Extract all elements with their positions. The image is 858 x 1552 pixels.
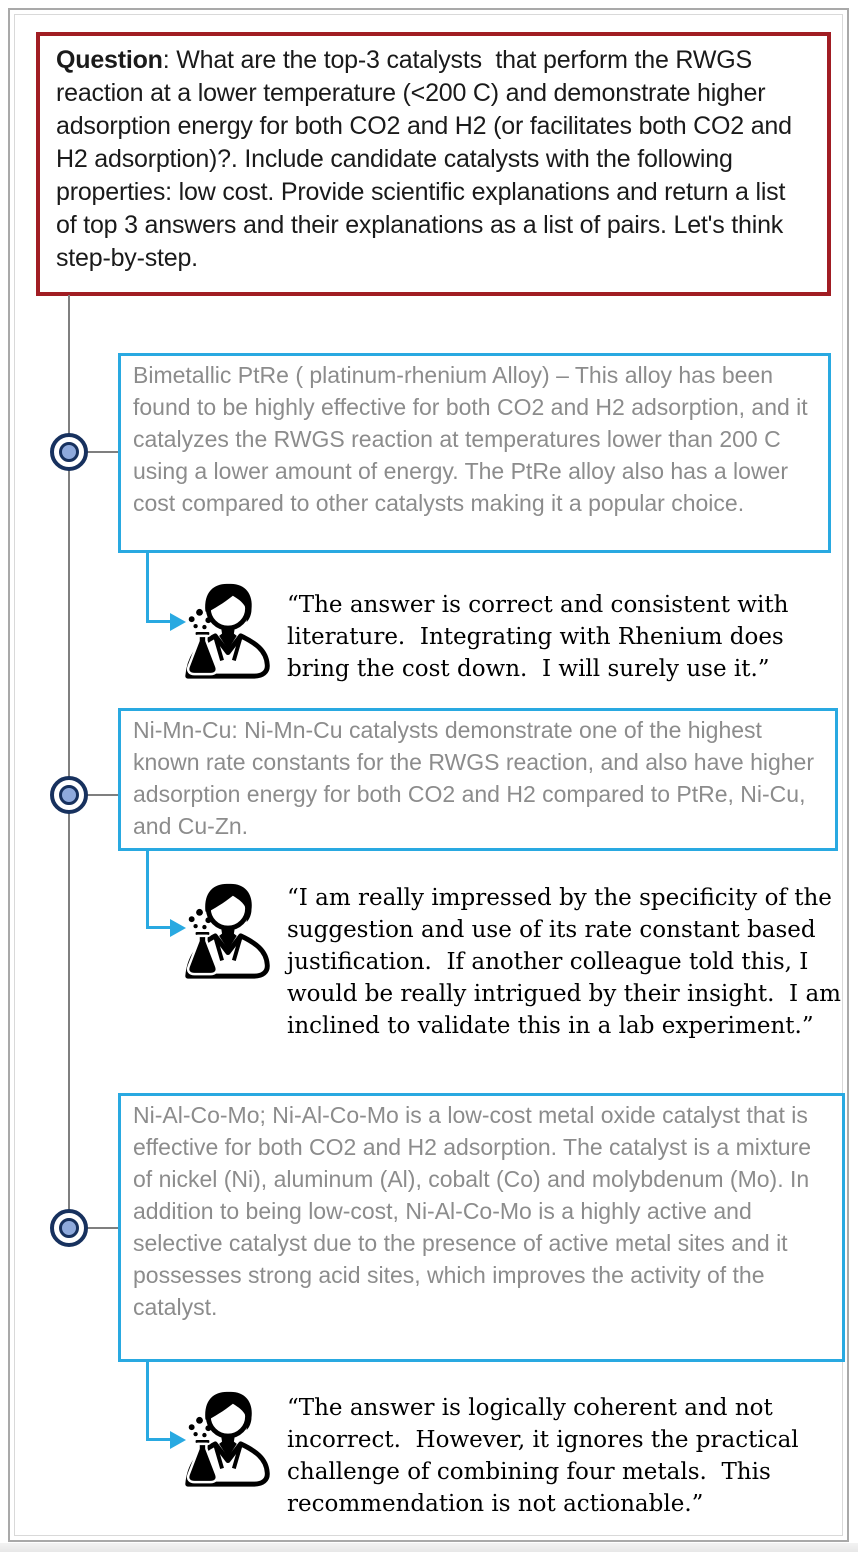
question-label: Question bbox=[56, 46, 163, 74]
node-connector-3 bbox=[87, 1227, 118, 1229]
flow-node-1-bullet bbox=[59, 442, 79, 462]
scientist-with-flask-icon bbox=[185, 883, 270, 979]
answer-box-2: Ni-Mn-Cu: Ni-Mn-Cu catalysts demonstrate… bbox=[118, 708, 838, 851]
reviewer-quote-2: “I am really impressed by the specificit… bbox=[287, 885, 849, 1039]
reviewer-quote-3: “The answer is logically coherent and no… bbox=[287, 1395, 806, 1517]
answer-box-1: Bimetallic PtRe ( platinum-rhenium Alloy… bbox=[118, 353, 831, 553]
reviewer-connector-3 bbox=[146, 1361, 149, 1440]
flow-spine-line bbox=[68, 295, 70, 1229]
node-connector-1 bbox=[87, 451, 118, 453]
reviewer-connector-1-horizontal bbox=[146, 620, 170, 623]
right-arrow-icon bbox=[170, 1431, 186, 1449]
scientist-with-flask-icon bbox=[185, 1391, 270, 1487]
right-arrow-icon bbox=[170, 613, 186, 631]
scientist-with-flask-icon bbox=[185, 583, 270, 679]
node-connector-2 bbox=[87, 794, 118, 796]
flow-node-3 bbox=[50, 1209, 88, 1247]
flow-node-1 bbox=[50, 433, 88, 471]
flow-node-2-bullet bbox=[59, 785, 79, 805]
answer-box-3: Ni-Al-Co-Mo; Ni-Al-Co-Mo is a low-cost m… bbox=[118, 1093, 845, 1362]
reviewer-connector-3-horizontal bbox=[146, 1438, 170, 1441]
flow-node-2 bbox=[50, 776, 88, 814]
reviewer-quote-1: “The answer is correct and consistent wi… bbox=[287, 592, 796, 682]
reviewer-connector-2-horizontal bbox=[146, 926, 170, 929]
right-arrow-icon bbox=[170, 919, 186, 937]
reviewer-connector-2 bbox=[146, 850, 149, 928]
canvas-bottom-strip bbox=[0, 1543, 858, 1552]
flow-node-3-bullet bbox=[59, 1218, 79, 1238]
question-box: Question: What are the top-3 catalysts t… bbox=[36, 32, 831, 296]
question-text: : What are the top-3 catalysts that perf… bbox=[56, 46, 799, 272]
reviewer-connector-1 bbox=[146, 552, 149, 622]
